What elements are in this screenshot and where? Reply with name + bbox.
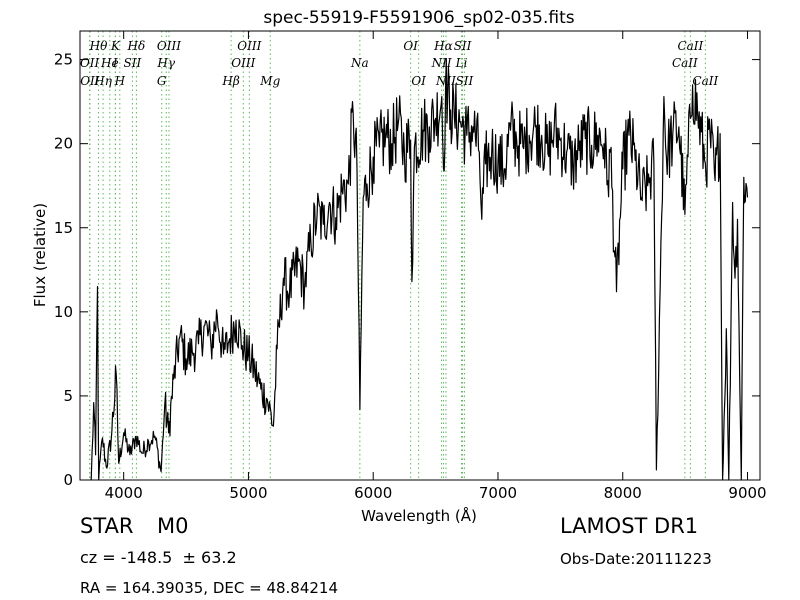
spectral-line-label: OIII — [237, 39, 261, 53]
spectral-line-label: Hβ — [221, 74, 239, 88]
spectral-line-label: SII — [124, 56, 142, 70]
y-tick-label: 15 — [54, 219, 73, 237]
x-tick-label: 9000 — [728, 484, 766, 502]
spectral-line-label: Na — [350, 56, 369, 70]
observation-date: Obs-Date:20111223 — [560, 550, 712, 568]
spectral-line-label: Hα — [433, 39, 453, 53]
spectral-line-label: Hθ — [89, 39, 108, 53]
flux-series-line — [90, 58, 749, 481]
spectral-line-label: He — [100, 56, 119, 70]
spectral-line-label: OI — [403, 39, 418, 53]
y-tick-label: 5 — [63, 387, 73, 405]
spectral-line-label: OII — [80, 56, 100, 70]
spectral-line-label: SII — [454, 39, 472, 53]
chart-title: spec-55919-F5591906_sp02-035.fits — [263, 8, 574, 28]
spectral-line-label: CaII — [677, 39, 703, 53]
spectral-line-label: Hγ — [156, 56, 175, 70]
spectral-line-label: OI — [411, 74, 426, 88]
spectral-line-label: OII — [80, 74, 100, 88]
spectral-line-label: K — [110, 39, 121, 53]
y-tick-label: 20 — [54, 135, 73, 153]
spectral-line-label: G — [157, 74, 167, 88]
y-tick-label: 25 — [54, 51, 73, 69]
spectral-line-label: SII — [456, 74, 474, 88]
spectral-line-label: H — [114, 74, 126, 88]
x-tick-label: 4000 — [105, 484, 143, 502]
redshift-info: cz = -148.5 ± 63.2 — [80, 548, 237, 567]
survey-name: LAMOST DR1 — [560, 514, 699, 538]
spectral-line-label: I — [112, 56, 118, 70]
spectral-line-label: Mg — [259, 74, 280, 88]
x-tick-label: 7000 — [479, 484, 517, 502]
y-tick-label: 10 — [54, 303, 73, 321]
spectral-line-label: Hη — [93, 74, 112, 88]
spectral-line-label: OIII — [157, 39, 181, 53]
plot-frame — [79, 30, 761, 481]
y-axis-label: Flux (relative) — [31, 203, 49, 307]
y-tick-label: 0 — [63, 471, 73, 489]
spectral-line-label: CaII — [672, 56, 698, 70]
x-tick-label: 6000 — [354, 484, 392, 502]
spectral-line-label: OIII — [231, 56, 255, 70]
x-axis-ticks: 4000 5000 6000 7000 8000 9000 — [105, 31, 767, 502]
coordinates: RA = 164.39035, DEC = 48.84214 — [80, 579, 339, 597]
x-tick-label: 8000 — [604, 484, 642, 502]
object-subclass: M0 — [157, 514, 189, 538]
x-tick-label: 5000 — [229, 484, 267, 502]
y-axis-ticks: 0 5 10 15 20 25 — [54, 51, 760, 489]
object-class: STAR — [80, 514, 134, 538]
spectral-line-label: Hδ — [127, 39, 146, 53]
spectral-line-label: Li — [455, 56, 468, 70]
spectral-line-markers — [89, 31, 706, 480]
spectral-line-label: CaII — [692, 74, 718, 88]
x-axis-label: Wavelength (Å) — [361, 506, 477, 525]
